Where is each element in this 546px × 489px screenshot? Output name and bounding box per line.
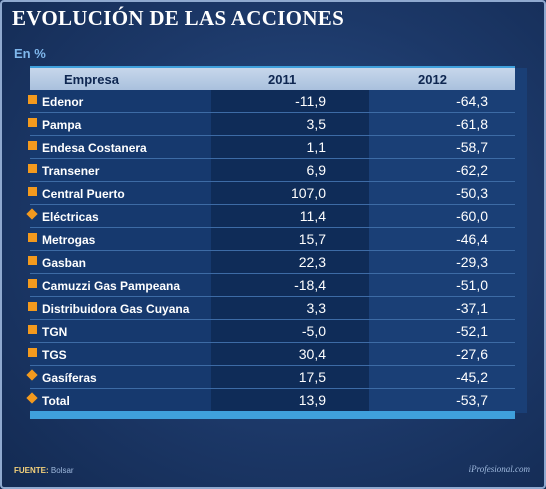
company-name: Endesa Costanera xyxy=(42,141,147,155)
table-row: Pampa 3,5 -61,8 xyxy=(30,113,515,136)
orange-square-icon xyxy=(28,233,37,242)
value-2011: 6,9 xyxy=(306,162,326,178)
company-name: Distribuidora Gas Cuyana xyxy=(42,302,190,316)
source-value: Bolsar xyxy=(50,466,74,475)
orange-square-icon xyxy=(28,187,37,196)
source-label: FUENTE: xyxy=(14,466,49,475)
value-2011: 3,3 xyxy=(306,300,326,316)
table-row: TGS 30,4 -27,6 xyxy=(30,343,515,366)
value-2012: -29,3 xyxy=(456,254,488,270)
value-2012: -50,3 xyxy=(456,185,488,201)
value-2011: 17,5 xyxy=(298,369,326,385)
value-2012: -58,7 xyxy=(456,139,488,155)
orange-square-icon xyxy=(28,325,37,334)
orange-square-icon xyxy=(28,164,37,173)
value-2011: -5,0 xyxy=(301,323,326,339)
company-name: Eléctricas xyxy=(42,210,99,224)
orange-square-icon xyxy=(28,95,37,104)
table-row: Metrogas 15,7 -46,4 xyxy=(30,228,515,251)
header-2012: 2012 xyxy=(418,72,447,87)
value-2011: 107,0 xyxy=(290,185,326,201)
column-2011-background xyxy=(211,68,369,413)
data-table: Empresa 2011 2012 Edenor -11,9 -64,3 Pampa 3… xyxy=(30,66,527,419)
value-2012: -60,0 xyxy=(456,208,488,224)
value-2011: 11,4 xyxy=(299,208,326,224)
value-2012: -62,2 xyxy=(456,162,488,178)
table-row: Camuzzi Gas Pampeana -18,4 -51,0 xyxy=(30,274,515,297)
company-name: Gasban xyxy=(42,256,87,270)
table-row: Distribuidora Gas Cuyana 3,3 -37,1 xyxy=(30,297,515,320)
orange-square-icon xyxy=(28,118,37,127)
table-header: Empresa 2011 2012 xyxy=(30,68,515,90)
column-2012-background xyxy=(369,68,527,413)
source-note: FUENTE: Bolsar xyxy=(14,466,74,475)
table-row: TGN -5,0 -52,1 xyxy=(30,320,515,343)
company-name: TGS xyxy=(42,348,67,362)
table-row: Eléctricas 11,4 -60,0 xyxy=(30,205,515,228)
value-2011: 15,7 xyxy=(298,231,326,247)
value-2011: 30,4 xyxy=(298,346,326,362)
table-row: Transener 6,9 -62,2 xyxy=(30,159,515,182)
value-2011: 1,1 xyxy=(306,139,326,155)
table-row: Gasíferas 17,5 -45,2 xyxy=(30,366,515,389)
orange-square-icon xyxy=(28,302,37,311)
value-2011: 22,3 xyxy=(298,254,326,270)
value-2011: -18,4 xyxy=(294,277,326,293)
value-2012: -61,8 xyxy=(456,116,488,132)
company-name: Total xyxy=(42,394,70,408)
company-name: Transener xyxy=(42,164,100,178)
chart-title: EVOLUCIÓN DE LAS ACCIONES xyxy=(12,6,345,30)
value-2012: -45,2 xyxy=(456,369,488,385)
value-2011: 13,9 xyxy=(298,392,326,408)
table-row: Endesa Costanera 1,1 -58,7 xyxy=(30,136,515,159)
table-row: Total 13,9 -53,7 xyxy=(30,389,515,412)
company-name: Camuzzi Gas Pampeana xyxy=(42,279,181,293)
value-2012: -46,4 xyxy=(456,231,488,247)
value-2012: -52,1 xyxy=(456,323,488,339)
value-2012: -27,6 xyxy=(456,346,488,362)
company-name: Metrogas xyxy=(42,233,96,247)
table-row: Edenor -11,9 -64,3 xyxy=(30,90,515,113)
orange-square-icon xyxy=(28,348,37,357)
value-2011: 3,5 xyxy=(306,116,326,132)
orange-square-icon xyxy=(28,279,37,288)
value-2012: -51,0 xyxy=(456,277,488,293)
value-2011: -11,9 xyxy=(295,93,326,109)
header-2011: 2011 xyxy=(268,72,297,87)
orange-square-icon xyxy=(28,256,37,265)
brand-credit: iProfesional.com xyxy=(468,464,530,474)
value-2012: -37,1 xyxy=(456,300,488,316)
value-2012: -64,3 xyxy=(456,93,488,109)
company-name: Edenor xyxy=(42,95,84,109)
table-row: Central Puerto 107,0 -50,3 xyxy=(30,182,515,205)
header-empresa: Empresa xyxy=(64,72,119,87)
table-bottom-bar xyxy=(30,411,515,419)
company-name: Gasíferas xyxy=(42,371,97,385)
table-body: Edenor -11,9 -64,3 Pampa 3,5 -61,8 Endesa Cost… xyxy=(30,90,515,412)
company-name: TGN xyxy=(42,325,68,339)
value-2012: -53,7 xyxy=(456,392,488,408)
orange-square-icon xyxy=(28,141,37,150)
company-name: Pampa xyxy=(42,118,82,132)
chart-subtitle: En % xyxy=(14,46,46,61)
table-row: Gasban 22,3 -29,3 xyxy=(30,251,515,274)
company-name: Central Puerto xyxy=(42,187,125,201)
